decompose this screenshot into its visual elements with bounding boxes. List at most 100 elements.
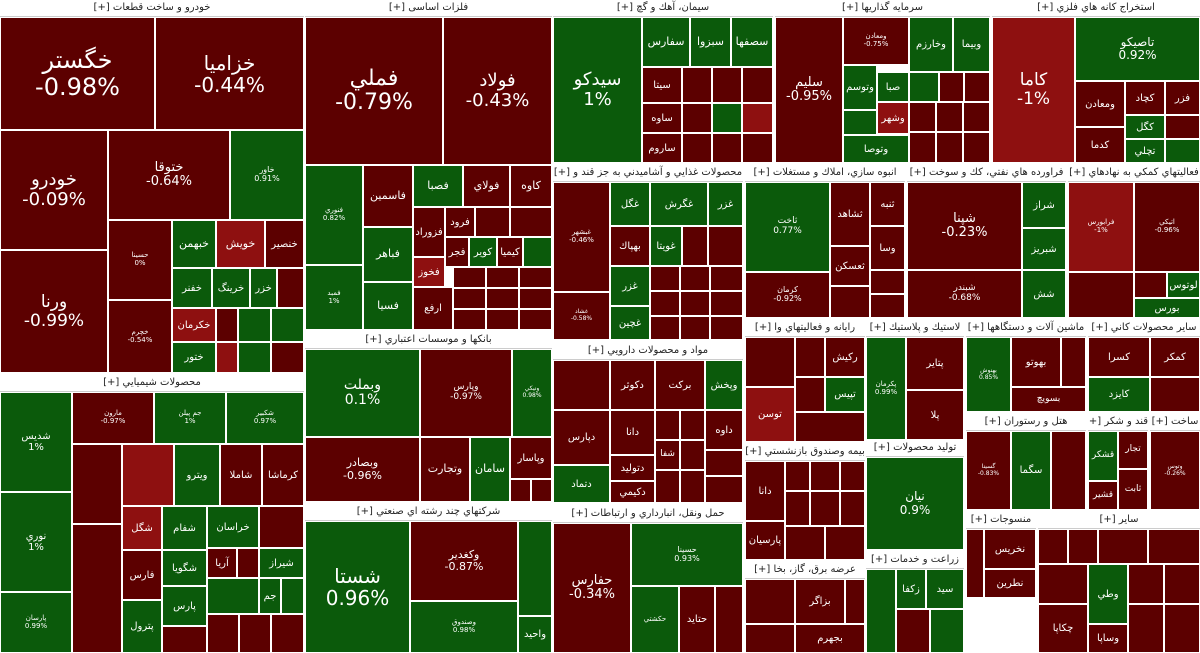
tile-misc-9[interactable] [510, 207, 552, 237]
tile-salim[interactable]: سليم -0.95% [775, 17, 843, 163]
tile-vbnik[interactable]: ونيكي 0.98% [512, 349, 552, 437]
tile-misc-97[interactable] [745, 579, 795, 624]
tile-misc-37[interactable] [963, 132, 990, 163]
sector-title[interactable]: ساير محصولات كاني [+] [1088, 320, 1200, 337]
sector-title[interactable]: هتل و رستوران [+] [966, 414, 1086, 431]
tile-misc-54[interactable] [1068, 272, 1134, 318]
tile-shadbis[interactable]: شديس 1% [0, 392, 72, 492]
tile-shiraz[interactable]: شيراز [259, 548, 304, 578]
tile-zkfa[interactable]: زكفا [896, 569, 926, 609]
tile-misc-104[interactable] [1038, 564, 1088, 604]
tile-vmana[interactable]: ومعادن -0.75% [843, 17, 909, 65]
tile-dana[interactable]: دانا [610, 410, 655, 455]
tile-misc-59[interactable] [680, 410, 705, 440]
tile-misc-79[interactable] [795, 337, 825, 377]
tile-misc-77[interactable] [715, 586, 743, 653]
tile-fsaya[interactable]: فسيا [363, 282, 413, 330]
tile-vtopasa[interactable]: وتوصا [843, 135, 909, 163]
tile-khtoga[interactable]: ختوقا -0.64% [108, 130, 230, 220]
sector-title[interactable]: حمل ونقل، انبارداري و ارتباطات [+] [553, 506, 743, 523]
tile-misc-17[interactable] [453, 309, 486, 330]
tile-misc-78[interactable] [745, 337, 795, 387]
tile-dabur[interactable] [553, 360, 610, 410]
tile-misc-72[interactable] [162, 626, 207, 653]
tile-sidko[interactable]: سيدكو 1% [553, 17, 642, 163]
tile-jam2[interactable]: جم پيلن 1% [154, 392, 226, 444]
tile-nori[interactable]: نوري 1% [0, 492, 72, 592]
tile-misc-70[interactable] [207, 578, 259, 614]
tile-dpars[interactable]: دپارس [553, 410, 610, 465]
tile-misc-2[interactable] [216, 308, 238, 342]
tile-misc-56[interactable] [510, 479, 531, 502]
sector-title[interactable]: محصولات شيميايي [+] [0, 375, 304, 392]
tile-shkbir[interactable]: شكبير 0.97% [226, 392, 304, 444]
tile-misc-24[interactable] [712, 103, 742, 133]
tile-vpasar[interactable]: وپاسار [510, 437, 552, 479]
tile-misc-108[interactable] [1164, 604, 1200, 653]
tile-misc-52[interactable] [870, 270, 905, 294]
tile-misc-22[interactable] [742, 67, 773, 103]
tile-misc-80[interactable] [795, 377, 825, 412]
tile-dkimi[interactable]: دكيمي [610, 481, 655, 503]
tile-misc-73[interactable] [207, 614, 239, 653]
tile-khahman[interactable]: خبهمن [172, 220, 216, 268]
sector-title[interactable]: رايانه و فعاليتهاي وا [+] [745, 320, 865, 337]
tile-khodro[interactable]: خودرو -0.09% [0, 130, 108, 250]
tile-bnian[interactable]: نيان 0.9% [866, 457, 964, 550]
tile-folai[interactable]: فولاي [463, 165, 510, 207]
tile-misc-107[interactable] [1128, 604, 1164, 653]
tile-bjhrm[interactable]: بجهرم [795, 624, 865, 653]
tile-misc-3[interactable] [238, 308, 271, 342]
tile-qshkr[interactable]: قشكر [1088, 431, 1118, 481]
tile-misc-86[interactable] [840, 461, 865, 491]
tile-sfars[interactable]: سفارس [642, 17, 690, 67]
tile-misc-6[interactable] [238, 342, 271, 373]
tile-sita[interactable]: سيتا [642, 67, 682, 103]
tile-shbriz[interactable]: شبريز [1022, 228, 1066, 270]
tile-misc-62[interactable] [655, 470, 680, 503]
tile-misc-42[interactable] [650, 266, 680, 291]
tile-khzar[interactable]: خزر [250, 268, 277, 308]
tile-misc-90[interactable] [785, 526, 825, 560]
tile-fkhoz[interactable]: فخوز [413, 257, 445, 287]
tile-misc-34[interactable] [963, 102, 990, 132]
tile-misc-82[interactable] [1061, 337, 1086, 387]
tile-dana2[interactable]: دانا [745, 461, 785, 521]
tile-vtejarat[interactable]: وتجارت [420, 437, 470, 502]
sector-title[interactable]: ساير [+] [1038, 512, 1200, 529]
sector-title[interactable]: مواد و محصولات دارويي [+] [553, 343, 743, 360]
tile-sarom[interactable]: ساروم [642, 133, 682, 163]
tile-misc-83[interactable] [1150, 377, 1200, 412]
tile-parsi[interactable]: پارس [162, 586, 207, 626]
tile-vtosm[interactable]: وتوسم [843, 65, 877, 110]
tile-misc-76[interactable] [518, 521, 552, 616]
tile-shnafa[interactable]: شپنا -0.23% [907, 182, 1022, 270]
tile-bbahn[interactable]: بهنوش 0.85% [966, 337, 1011, 412]
tile-khring[interactable]: خرينگ [212, 268, 250, 308]
tile-vbmelat[interactable]: وبملت 0.1% [305, 349, 420, 437]
tile-misc-49[interactable] [680, 316, 710, 340]
tile-jam[interactable]: جم [259, 578, 281, 614]
tile-misc-74[interactable] [239, 614, 271, 653]
tile-khtor[interactable]: ختور [172, 342, 216, 373]
tile-pkrman[interactable]: پكرمان 0.99% [866, 337, 906, 440]
tile-hkshti[interactable]: حكشتي [631, 586, 679, 653]
tile-lotus[interactable]: لوتوس [1167, 272, 1200, 298]
tile-vtoos[interactable]: وتوس -0.26% [1150, 431, 1200, 510]
tile-fazr[interactable]: فزر [1165, 81, 1200, 115]
tile-sgma[interactable]: سگما [1011, 431, 1051, 510]
sector-title[interactable]: شركتهاي چند رشته اي صنعتي [+] [305, 504, 552, 521]
tile-ghzar2[interactable]: غزر [610, 266, 650, 306]
tile-misc-61[interactable] [705, 450, 743, 476]
tile-thshahd[interactable]: ثشاهد [830, 182, 870, 246]
tile-saba[interactable]: صبا [877, 72, 909, 102]
tile-fzorad[interactable]: فزوراد [413, 207, 445, 257]
tile-fnoori[interactable]: فنوري 0.82% [305, 165, 363, 265]
sector-title[interactable]: بانكها و موسسات اعتباري [+] [305, 332, 552, 349]
tile-htayd[interactable]: حتايد [679, 586, 715, 653]
tile-shagol[interactable]: شگل [122, 506, 162, 550]
tile-misc-41[interactable] [708, 226, 743, 266]
tile-misc-39[interactable] [1165, 139, 1200, 163]
tile-misc-93[interactable] [866, 569, 896, 653]
sector-title[interactable]: فعاليتهاي كمكي به نهادهاي [+] [1068, 165, 1200, 182]
